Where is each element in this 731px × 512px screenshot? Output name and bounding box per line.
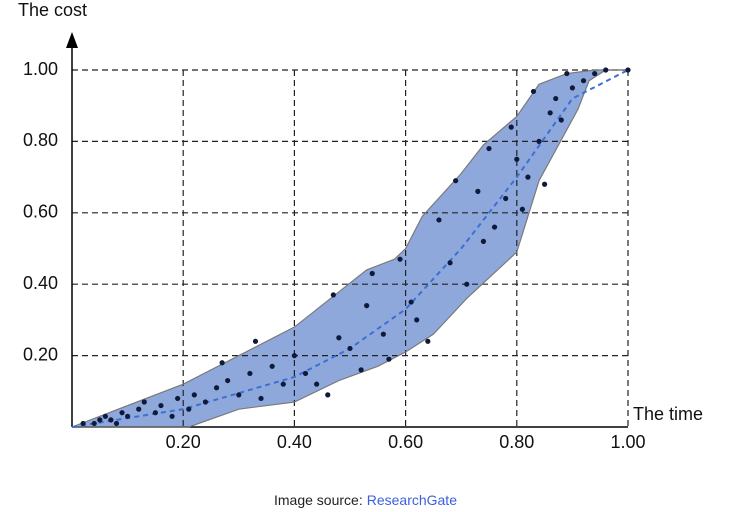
point bbox=[397, 256, 403, 262]
point bbox=[141, 399, 147, 405]
point bbox=[302, 370, 309, 377]
point bbox=[330, 292, 336, 298]
band-edge bbox=[71, 69, 628, 428]
point bbox=[358, 367, 364, 373]
point bbox=[408, 299, 414, 305]
point bbox=[102, 413, 108, 419]
point bbox=[625, 67, 631, 73]
point bbox=[186, 406, 192, 412]
point bbox=[269, 363, 275, 369]
x-tick-label: 1.00 bbox=[610, 432, 645, 452]
point bbox=[464, 281, 470, 287]
point bbox=[480, 238, 487, 244]
point bbox=[280, 381, 286, 387]
trend-line bbox=[71, 69, 629, 428]
point bbox=[119, 410, 125, 416]
point bbox=[569, 85, 576, 91]
y-tick-label: 0.60 bbox=[23, 202, 58, 222]
point bbox=[542, 181, 548, 187]
point bbox=[347, 345, 353, 352]
point bbox=[136, 406, 142, 412]
point bbox=[447, 260, 453, 266]
point bbox=[564, 70, 570, 77]
x-tick-label: 0.20 bbox=[166, 432, 201, 452]
point bbox=[291, 353, 297, 359]
point bbox=[152, 410, 158, 416]
y-tick-label: 0.20 bbox=[23, 344, 58, 364]
point bbox=[547, 110, 553, 116]
x-tick-label: 0.80 bbox=[499, 432, 534, 452]
point bbox=[258, 395, 264, 402]
point bbox=[380, 331, 386, 337]
point bbox=[314, 381, 320, 387]
band-edge bbox=[72, 69, 628, 428]
point bbox=[436, 217, 442, 223]
point bbox=[219, 360, 225, 366]
y-tick-label: 0.80 bbox=[23, 130, 58, 150]
point bbox=[364, 303, 370, 309]
point bbox=[91, 420, 97, 427]
point bbox=[525, 174, 531, 180]
point bbox=[158, 402, 164, 409]
caption-text: Image source: bbox=[274, 492, 363, 508]
point bbox=[519, 206, 525, 212]
y-axis-label: The cost bbox=[18, 0, 87, 20]
point bbox=[252, 338, 259, 344]
point bbox=[514, 156, 520, 162]
y-tick-label: 0.40 bbox=[23, 273, 58, 293]
y-tick-label: 1.00 bbox=[23, 59, 58, 79]
point bbox=[491, 224, 498, 230]
x-tick-label: 0.40 bbox=[277, 432, 312, 452]
point bbox=[113, 420, 120, 427]
point bbox=[247, 370, 253, 377]
point bbox=[414, 317, 420, 323]
chart: The cost The time 0.20 0.40 0.60 0.80 1.00 0.… bbox=[18, 0, 703, 452]
point bbox=[503, 195, 509, 202]
point bbox=[213, 385, 220, 391]
point bbox=[425, 338, 431, 344]
point bbox=[97, 417, 103, 423]
point bbox=[558, 117, 564, 123]
point bbox=[553, 95, 559, 102]
x-tick-label: 0.60 bbox=[388, 432, 423, 452]
point bbox=[325, 392, 331, 398]
point bbox=[336, 335, 342, 341]
point bbox=[169, 413, 175, 419]
point bbox=[536, 138, 542, 144]
point bbox=[125, 413, 131, 419]
point bbox=[80, 420, 86, 427]
caption: Image source: ResearchGate bbox=[0, 492, 731, 508]
point bbox=[486, 145, 492, 152]
point bbox=[108, 417, 114, 423]
source-link[interactable]: ResearchGate bbox=[366, 492, 457, 508]
point bbox=[453, 178, 459, 184]
x-axis-label: The time bbox=[633, 404, 703, 424]
point bbox=[386, 356, 392, 362]
point bbox=[508, 124, 514, 130]
point bbox=[603, 67, 609, 73]
y-axis-arrow bbox=[66, 32, 78, 48]
point bbox=[202, 399, 209, 405]
point bbox=[592, 70, 598, 77]
point bbox=[236, 392, 242, 398]
point bbox=[175, 395, 181, 402]
point bbox=[580, 78, 587, 84]
point bbox=[475, 188, 481, 194]
band-area bbox=[72, 70, 628, 427]
point bbox=[225, 377, 231, 384]
point bbox=[369, 270, 375, 277]
point bbox=[530, 88, 537, 95]
point bbox=[191, 392, 197, 398]
